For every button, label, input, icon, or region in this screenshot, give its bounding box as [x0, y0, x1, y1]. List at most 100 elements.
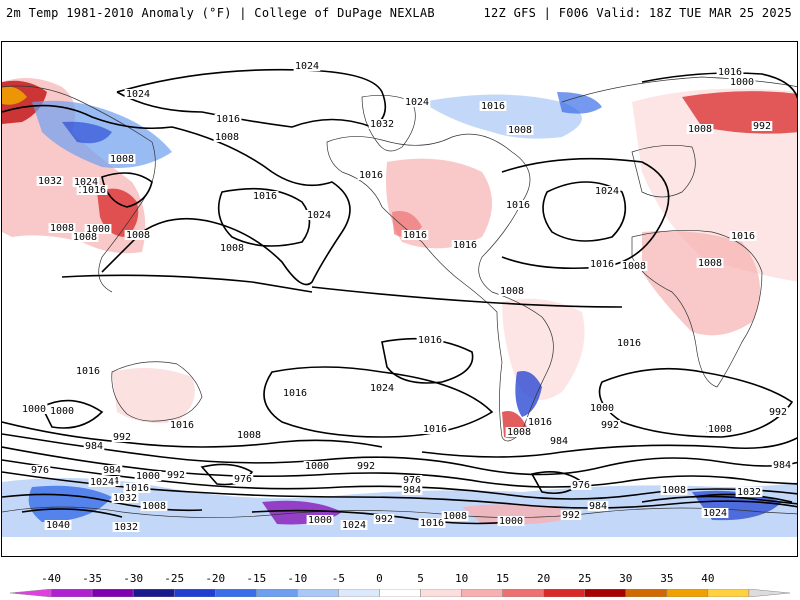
- isobar-label-background: [441, 511, 469, 521]
- isobar-label-background: [497, 516, 525, 526]
- isobar-ne-atlantic-1016: [641, 72, 797, 100]
- colorbar-tick-label: 25: [578, 572, 592, 585]
- coastlines: [2, 76, 797, 518]
- colorbar-segment: [666, 589, 709, 597]
- coast-australia: [111, 361, 203, 422]
- colorbar-segment: [379, 589, 421, 597]
- colorbar-tick-label: -35: [82, 572, 103, 585]
- isobar-label-background: [88, 477, 116, 487]
- isobar-label: 992: [167, 470, 185, 481]
- isobar-label: 1024: [370, 383, 394, 394]
- isobar-label: 1016: [82, 185, 106, 196]
- colorbar-segment: [50, 589, 93, 597]
- isobar-label-background: [588, 259, 616, 269]
- isobar-label: 1008: [443, 511, 467, 522]
- isobar-label: 992: [601, 420, 619, 431]
- isobar-label: 1016: [731, 231, 755, 242]
- isobar-label: 976: [234, 474, 252, 485]
- colorbar-segment: [297, 589, 339, 597]
- isobar-label-background: [620, 261, 648, 271]
- isobar-label: 992: [769, 407, 787, 418]
- isobar-label-background: [729, 231, 757, 241]
- colorbar-segment: [256, 589, 298, 597]
- isobar-label-background: [83, 441, 105, 451]
- anomaly-hottest-nw-corner: [2, 86, 27, 105]
- isobar-label: 1016: [718, 67, 742, 78]
- isobar-label: 992: [562, 510, 580, 521]
- isobar-label: 1040: [46, 520, 70, 531]
- isobar-label: 1000: [136, 471, 160, 482]
- colorbar-tick-label: 40: [701, 572, 715, 585]
- isobar-label-background: [44, 520, 72, 530]
- isobar-label-background: [504, 200, 532, 210]
- isobar-antarctica-1016: [251, 509, 523, 525]
- isobar-label-background: [560, 510, 582, 520]
- isobar-label: 1024: [90, 477, 114, 488]
- colorbar-tick-label: 5: [417, 572, 424, 585]
- isobar-label-background: [593, 186, 621, 196]
- colorbar-segment: [584, 589, 627, 597]
- isobar-label-background: [751, 121, 773, 131]
- isobar-label-background: [526, 417, 554, 427]
- isobar-southern-1008-west: [2, 421, 383, 448]
- isobar-label-background: [214, 114, 242, 124]
- colorbar-segment: [10, 589, 52, 597]
- colorbar: [10, 589, 790, 597]
- isobar-label: 1008: [662, 485, 686, 496]
- colorbar-segment: [132, 589, 175, 597]
- isobar-label: 1032: [370, 119, 394, 130]
- isobar-label: 1008: [215, 132, 239, 143]
- isobar-label-background: [72, 177, 100, 187]
- map-title: 2m Temp 1981-2010 Anomaly (°F) | College…: [6, 6, 435, 20]
- isobar-label: 1000: [308, 515, 332, 526]
- colorbar-segment: [461, 589, 503, 597]
- isobar-australia-1016: [40, 399, 104, 429]
- isobar-label-background: [123, 483, 151, 493]
- isobar-label: 1032: [114, 522, 138, 533]
- isobar-label: 1008: [220, 243, 244, 254]
- anomaly-cold-argentina: [515, 371, 542, 417]
- isobar-n-atlantic-1016: [501, 157, 670, 270]
- isobar-label-background: [293, 61, 321, 71]
- isobar-southern-1008-east: [421, 437, 797, 458]
- isobar-indian-1008: [61, 274, 313, 293]
- isobar-label-background: [168, 420, 196, 430]
- anomaly-cold-antarctica: [2, 478, 797, 537]
- isobar-label-background: [20, 404, 48, 414]
- coast-americas: [326, 133, 554, 442]
- isobar-siberia-1008: [101, 172, 153, 208]
- isobar-label-background: [368, 383, 396, 393]
- isobar-label-background: [505, 427, 533, 437]
- isobar-label-background: [235, 430, 263, 440]
- isobar-label-background: [101, 465, 123, 475]
- colorbar-segment: [215, 589, 257, 597]
- isobar-label: 1016: [423, 424, 447, 435]
- isobar-label-background: [232, 474, 254, 484]
- isobar-label: 1016: [590, 259, 614, 270]
- isobar-label: 1000: [499, 516, 523, 527]
- isobar-label: 1024: [595, 186, 619, 197]
- isobar-label: 992: [375, 514, 393, 525]
- isobar-label-background: [701, 508, 729, 518]
- isobar-label: 1016: [125, 483, 149, 494]
- isobar-label-background: [479, 101, 507, 111]
- isobar-label-background: [401, 485, 423, 495]
- isobar-southern-992: [2, 446, 797, 488]
- isobar-label: 1024: [74, 177, 98, 188]
- isobar-label: 1000: [50, 406, 74, 417]
- isobar-label-background: [403, 97, 431, 107]
- isobar-label: 976: [572, 480, 590, 491]
- anomaly-warm-australia: [112, 368, 195, 424]
- map-panel: 1024 1016 1000 1024 1024 1016 992 1016 1008 1032 1…: [1, 41, 798, 557]
- isobar-label-background: [416, 335, 444, 345]
- anomaly-warm-antarctic-coast: [462, 504, 582, 525]
- isobar-label-background: [368, 119, 396, 129]
- isobar-label: 1024: [405, 97, 429, 108]
- isobar-label: 1008: [508, 125, 532, 136]
- isobar-label-background: [281, 388, 309, 398]
- isobar-label: 1008: [688, 124, 712, 135]
- isobar-label-background: [548, 436, 570, 446]
- isobar-label-background: [48, 223, 76, 233]
- colorbar-tick-label: 35: [660, 572, 674, 585]
- isobar-label: 1008: [237, 430, 261, 441]
